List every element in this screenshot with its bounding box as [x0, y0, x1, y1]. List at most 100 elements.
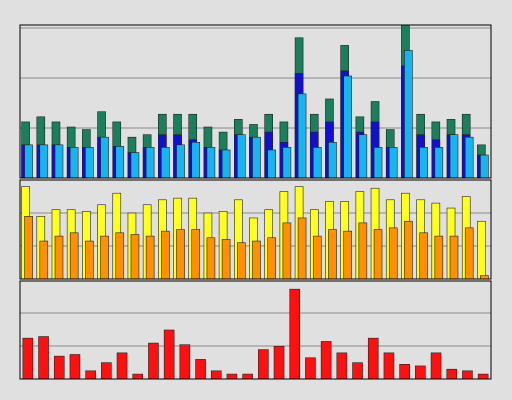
bar-s2: [24, 216, 33, 280]
bar-s2: [176, 229, 185, 280]
bar-s3: [419, 147, 428, 179]
plot-frame: [19, 24, 492, 179]
bar-s3: [191, 142, 201, 179]
bar-s2: [404, 220, 413, 280]
bar-s2: [312, 235, 322, 280]
bar-s1: [352, 362, 363, 380]
bar-s1: [148, 342, 159, 380]
bar-s2: [267, 237, 276, 280]
bar-s1: [383, 352, 395, 380]
bar-s1: [336, 352, 348, 380]
bar-s1: [273, 346, 285, 380]
bar-s3: [312, 147, 322, 179]
bar-s2: [191, 229, 201, 280]
bar-s3: [145, 147, 155, 179]
bar-s2: [221, 239, 231, 280]
bar-s3: [388, 147, 398, 179]
bar-s3: [464, 136, 474, 179]
bar-s2: [358, 222, 368, 280]
bar-s1: [163, 329, 175, 380]
bar-s1: [415, 365, 426, 380]
bar-s3: [85, 147, 94, 179]
bar-s2: [434, 235, 444, 280]
bar-s3: [267, 149, 276, 179]
bar-s1: [22, 337, 34, 380]
bar-s1: [210, 370, 222, 380]
bar-s2: [328, 229, 337, 280]
bar-s1: [242, 373, 253, 380]
bar-s1: [179, 344, 191, 380]
bar-s1: [258, 349, 269, 380]
bar-s3: [115, 146, 125, 179]
bar-s1: [53, 355, 65, 380]
bar-s3: [449, 134, 459, 179]
bar-s3: [237, 134, 246, 179]
bar-s2: [419, 232, 428, 280]
bar-s2: [373, 229, 383, 280]
bar-s2: [237, 242, 246, 280]
bar-s2: [282, 222, 292, 280]
bar-s1: [116, 352, 128, 380]
bar-s3: [297, 93, 307, 179]
bar-s3: [54, 144, 64, 179]
bar-s1: [399, 363, 410, 380]
bar-s2: [115, 232, 125, 280]
bar-s3: [130, 152, 140, 179]
bar-s1: [289, 288, 301, 380]
bar-s2: [145, 235, 155, 280]
bar-s1: [446, 368, 458, 380]
bar-s2: [100, 235, 109, 280]
bar-s1: [367, 337, 379, 380]
bar-s2: [297, 217, 307, 280]
bar-s2: [464, 227, 474, 280]
chart-panel-1: [19, 24, 492, 179]
bar-s1: [305, 357, 316, 380]
bar-s2: [343, 230, 352, 280]
bar-s3: [373, 147, 383, 179]
bar-s3: [69, 147, 79, 179]
plot-area: [20, 281, 491, 379]
bar-s3: [176, 144, 185, 179]
bar-s1: [462, 370, 473, 380]
bar-s2: [39, 240, 49, 280]
bar-s3: [480, 154, 489, 179]
bar-s3: [221, 149, 231, 179]
bar-s2: [449, 235, 459, 280]
plot-frame: [19, 179, 492, 280]
bar-s2: [388, 227, 398, 280]
bar-s3: [252, 136, 261, 179]
bar-s1: [101, 362, 112, 380]
bar-s3: [161, 147, 170, 179]
chart-panel-3: [19, 280, 492, 380]
bar-s1: [38, 336, 49, 380]
bar-s2: [69, 232, 79, 280]
bar-s3: [328, 142, 337, 179]
bar-s1: [430, 352, 442, 380]
bar-s1: [85, 370, 96, 380]
bar-s1: [195, 359, 206, 380]
bar-s2: [161, 230, 170, 280]
bar-s3: [282, 147, 292, 179]
bar-s2: [206, 237, 216, 280]
bar-s1: [320, 341, 332, 380]
bar-s3: [24, 144, 33, 179]
bar-s2: [85, 240, 94, 280]
bar-s1: [69, 354, 81, 380]
bar-s2: [252, 240, 261, 280]
bar-s3: [39, 144, 49, 179]
bar-s3: [343, 75, 352, 179]
bar-s3: [404, 50, 413, 179]
chart-panel-2: [19, 179, 492, 280]
bar-s3: [358, 134, 368, 179]
bar-s1: [132, 373, 144, 380]
bar-s1: [477, 373, 489, 380]
bar-s3: [206, 147, 216, 179]
bar-s2: [54, 235, 64, 280]
bar-s2: [130, 234, 140, 280]
bar-s3: [100, 136, 109, 179]
bar-s3: [434, 147, 444, 179]
bar-s1: [226, 373, 238, 380]
bar-s1: [477, 220, 486, 280]
plot-frame: [19, 280, 492, 380]
